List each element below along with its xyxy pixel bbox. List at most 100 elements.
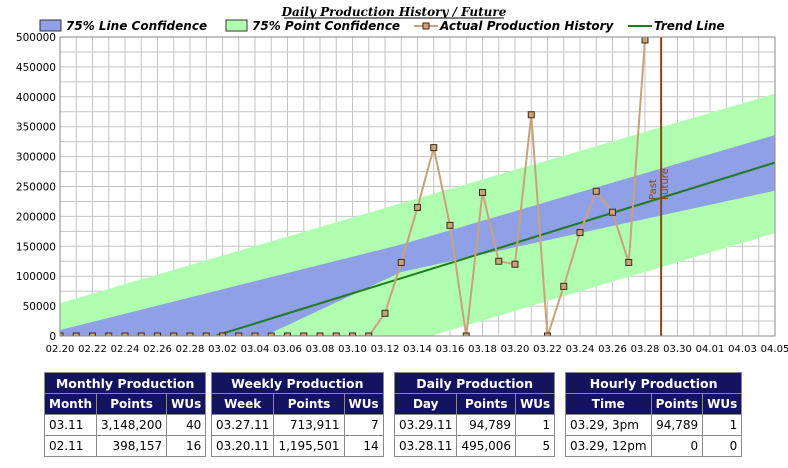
table-cell: 3,148,200 bbox=[96, 414, 168, 436]
table-row: 03.20.11 1,195,501 14 bbox=[210, 435, 384, 457]
actual-history-point bbox=[462, 332, 470, 336]
table-title: Weekly Production bbox=[211, 372, 384, 394]
actual-history-point bbox=[137, 332, 145, 336]
y-tick-label: 500000 bbox=[16, 32, 56, 44]
table-row: 03.29, 3pm 94,789 1 bbox=[565, 414, 743, 436]
x-tick-label: 03.18 bbox=[468, 344, 497, 355]
column-header: WUs bbox=[166, 393, 207, 415]
x-tick-label: 04.03 bbox=[728, 344, 757, 355]
table-cell: 02.11 bbox=[43, 435, 98, 457]
column-header: WUs bbox=[515, 393, 556, 415]
legend-swatch bbox=[225, 19, 248, 32]
actual-history-point bbox=[365, 332, 373, 336]
table-row: 02.11 398,157 16 bbox=[43, 435, 207, 457]
table-cell: 03.29, 3pm bbox=[565, 414, 652, 436]
y-tick-label: 300000 bbox=[16, 152, 56, 164]
column-header: Time bbox=[565, 393, 652, 415]
table-cell: 03.29, 12pm bbox=[565, 435, 652, 457]
table-cell: 03.28.11 bbox=[393, 435, 458, 457]
actual-history-point bbox=[72, 332, 80, 336]
x-tick-label: 03.14 bbox=[403, 344, 432, 355]
x-tick-label: 02.28 bbox=[176, 344, 205, 355]
column-header: Points bbox=[273, 393, 345, 415]
y-tick-label: 400000 bbox=[16, 92, 56, 104]
actual-history-point bbox=[60, 332, 64, 336]
actual-history-point bbox=[430, 144, 438, 152]
legend-label: Trend Line bbox=[654, 19, 725, 33]
table-cell: 0 bbox=[650, 435, 704, 457]
actual-history-point bbox=[560, 282, 568, 290]
legend-label: Actual Production History bbox=[439, 19, 615, 33]
actual-history-point bbox=[219, 332, 226, 336]
legend-label: 75% Point Confidence bbox=[252, 19, 400, 33]
table-title: Hourly Production bbox=[564, 372, 743, 394]
legend-label: 75% Line Confidence bbox=[66, 19, 207, 33]
legend-item: 75% Point Confidence bbox=[225, 19, 400, 33]
y-tick-label: 0 bbox=[49, 331, 56, 343]
table-cell: 03.27.11 bbox=[210, 414, 275, 436]
table-row: 03.29.11 94,789 1 bbox=[393, 414, 556, 436]
actual-history-point bbox=[121, 332, 129, 336]
table-cell: 03.20.11 bbox=[210, 435, 275, 457]
column-header: WUs bbox=[702, 393, 743, 415]
actual-history-point bbox=[576, 229, 584, 237]
table-cell: 1,195,501 bbox=[273, 435, 345, 457]
chart-title: Daily Production History / Future bbox=[281, 5, 507, 19]
actual-history-point bbox=[316, 332, 324, 336]
actual-history-point bbox=[202, 332, 210, 336]
production-table: Hourly Production Time Points WUs 03.29, 3pm… bbox=[564, 372, 743, 457]
y-tick-label: 200000 bbox=[16, 211, 56, 223]
actual-history-point bbox=[592, 187, 600, 195]
actual-history-point bbox=[332, 332, 340, 336]
production-table: Weekly Production Week Points WUs 03.27.11 71… bbox=[210, 372, 384, 457]
x-tick-label: 03.20 bbox=[501, 344, 530, 355]
column-header: Day bbox=[393, 393, 458, 415]
future-label: Future bbox=[660, 168, 671, 200]
x-tick-label: 04.01 bbox=[696, 344, 725, 355]
plot-frame bbox=[59, 36, 776, 337]
x-tick-label: 02.20 bbox=[46, 344, 75, 355]
x-tick-label: 03.10 bbox=[338, 344, 367, 355]
table-cell: 0 bbox=[702, 435, 743, 457]
production-table: Daily Production Day Points WUs 03.29.11 94,7… bbox=[393, 372, 556, 457]
table-cell: 14 bbox=[343, 435, 384, 457]
table-cell: 7 bbox=[343, 414, 384, 436]
column-header: Points bbox=[456, 393, 517, 415]
column-header: Points bbox=[650, 393, 704, 415]
x-tick-label: 03.12 bbox=[371, 344, 400, 355]
y-tick-label: 450000 bbox=[16, 62, 56, 74]
table-cell: 94,789 bbox=[456, 414, 517, 436]
legend-swatch bbox=[39, 19, 62, 32]
table-cell: 5 bbox=[515, 435, 556, 457]
line-confidence-band bbox=[60, 135, 775, 336]
x-tick-label: 04.05 bbox=[761, 344, 788, 355]
table-cell: 03.11 bbox=[43, 414, 98, 436]
column-header: Points bbox=[96, 393, 168, 415]
plot-layer bbox=[60, 37, 775, 336]
table-title: Monthly Production bbox=[43, 372, 207, 394]
actual-history-point bbox=[89, 332, 96, 336]
actual-history-point bbox=[397, 258, 405, 266]
y-tick-label: 150000 bbox=[16, 241, 56, 253]
table-cell: 398,157 bbox=[96, 435, 168, 457]
table-row: 03.28.11 495,006 5 bbox=[393, 435, 556, 457]
actual-history-point bbox=[267, 332, 275, 336]
point-confidence-band bbox=[60, 93, 775, 336]
x-tick-label: 02.24 bbox=[111, 344, 140, 355]
x-tick-label: 02.26 bbox=[143, 344, 172, 355]
y-tick-label: 100000 bbox=[16, 271, 56, 283]
x-tick-label: 03.02 bbox=[208, 344, 237, 355]
table-cell: 94,789 bbox=[650, 414, 704, 436]
x-tick-label: 03.06 bbox=[273, 344, 302, 355]
legend-item: Actual Production History bbox=[414, 19, 615, 33]
column-header: Month bbox=[43, 393, 98, 415]
table-title: Daily Production bbox=[393, 372, 556, 394]
table-row: 03.29, 12pm 0 0 bbox=[565, 435, 743, 457]
actual-history-point bbox=[251, 332, 259, 336]
actual-history-point bbox=[641, 37, 649, 44]
actual-history-point bbox=[479, 188, 486, 196]
table-row: 03.11 3,148,200 40 bbox=[43, 414, 207, 436]
actual-history-point bbox=[154, 332, 161, 336]
x-tick-label: 03.28 bbox=[631, 344, 660, 355]
actual-history-point bbox=[300, 332, 308, 336]
